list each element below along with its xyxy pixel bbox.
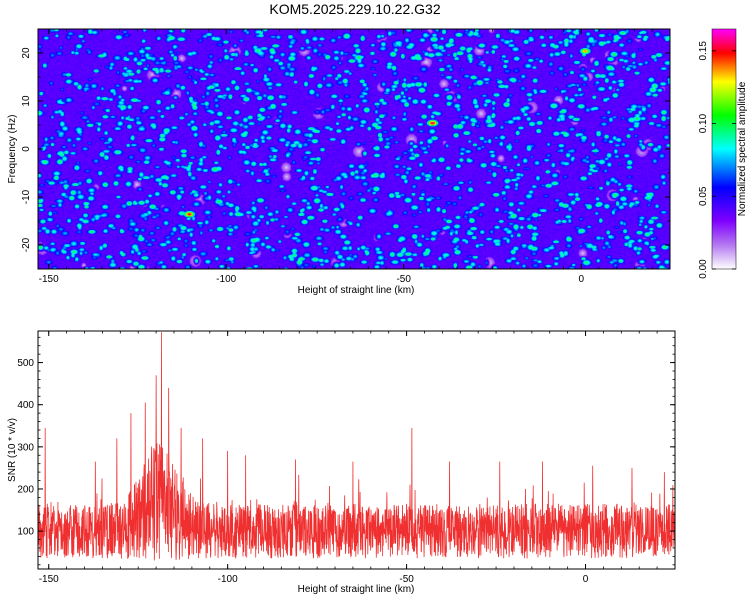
snr-x-tick-label: -100 [218,574,238,585]
snr-series-line [38,332,675,561]
spectrogram-x-label: Height of straight line (km) [298,285,415,296]
spectrogram-x-tick-label: -150 [39,274,59,285]
colorbar-gradient [711,28,737,270]
spectrogram-y-tick-label: 10 [21,95,32,107]
snr-y-tick-label: 200 [17,484,34,495]
colorbar-tick-label: 0.15 [698,41,709,61]
spectrogram-y-tick-label: 0 [21,146,32,152]
spectrogram-y-tick-label: -20 [21,237,32,252]
snr-x-tick-label: 0 [583,574,589,585]
spectrogram-y-tick-label: -10 [21,189,32,204]
colorbar-tick-label: 0.05 [698,186,709,206]
snr-x-tick-label: -150 [39,574,59,585]
colorbar-label: Normalized spectral amplitude [737,81,748,216]
spectrogram-x-tick-label: 0 [578,274,584,285]
snr-y-label: SNR (10 * v/v) [7,418,18,482]
spectrogram-x-tick-label: -50 [396,274,411,285]
colorbar-ticks: 0.00 0.05 0.10 0.15 [698,41,736,279]
snr-y-tick-label: 300 [17,442,34,453]
snr-y-tick-label: 400 [17,400,34,411]
snr-y-axis: 100 200 300 400 500 [17,336,675,566]
colorbar-tick-label: 0.10 [698,113,709,133]
colorbar-tick-label: 0.00 [698,259,709,279]
spectrogram-x-axis: -150 -100 -50 0 [39,29,671,285]
spectrogram-y-axis: -20 -10 0 10 20 [21,28,670,270]
snr-x-tick-label: -50 [399,574,414,585]
spectrogram-x-tick-label: -100 [216,274,236,285]
figure-title: KOM5.2025.229.10.22.G32 [269,1,440,17]
snr-panel: -150 -100 -50 0 100 200 300 400 500 Height of s… [7,330,676,595]
snr-y-tick-label: 500 [17,358,34,369]
snr-x-axis: -150 -100 -50 0 [39,331,676,585]
snr-y-tick-label: 100 [17,527,34,538]
spectrogram-image [38,29,670,269]
spectrogram-y-label: Frequency (Hz) [7,115,18,184]
snr-frame [37,330,676,570]
spectrogram-y-tick-label: 20 [21,47,32,59]
snr-x-label: Height of straight line (km) [298,584,415,595]
colorbar: 0.00 0.05 0.10 0.15 Normalized spectral amp… [698,28,748,279]
